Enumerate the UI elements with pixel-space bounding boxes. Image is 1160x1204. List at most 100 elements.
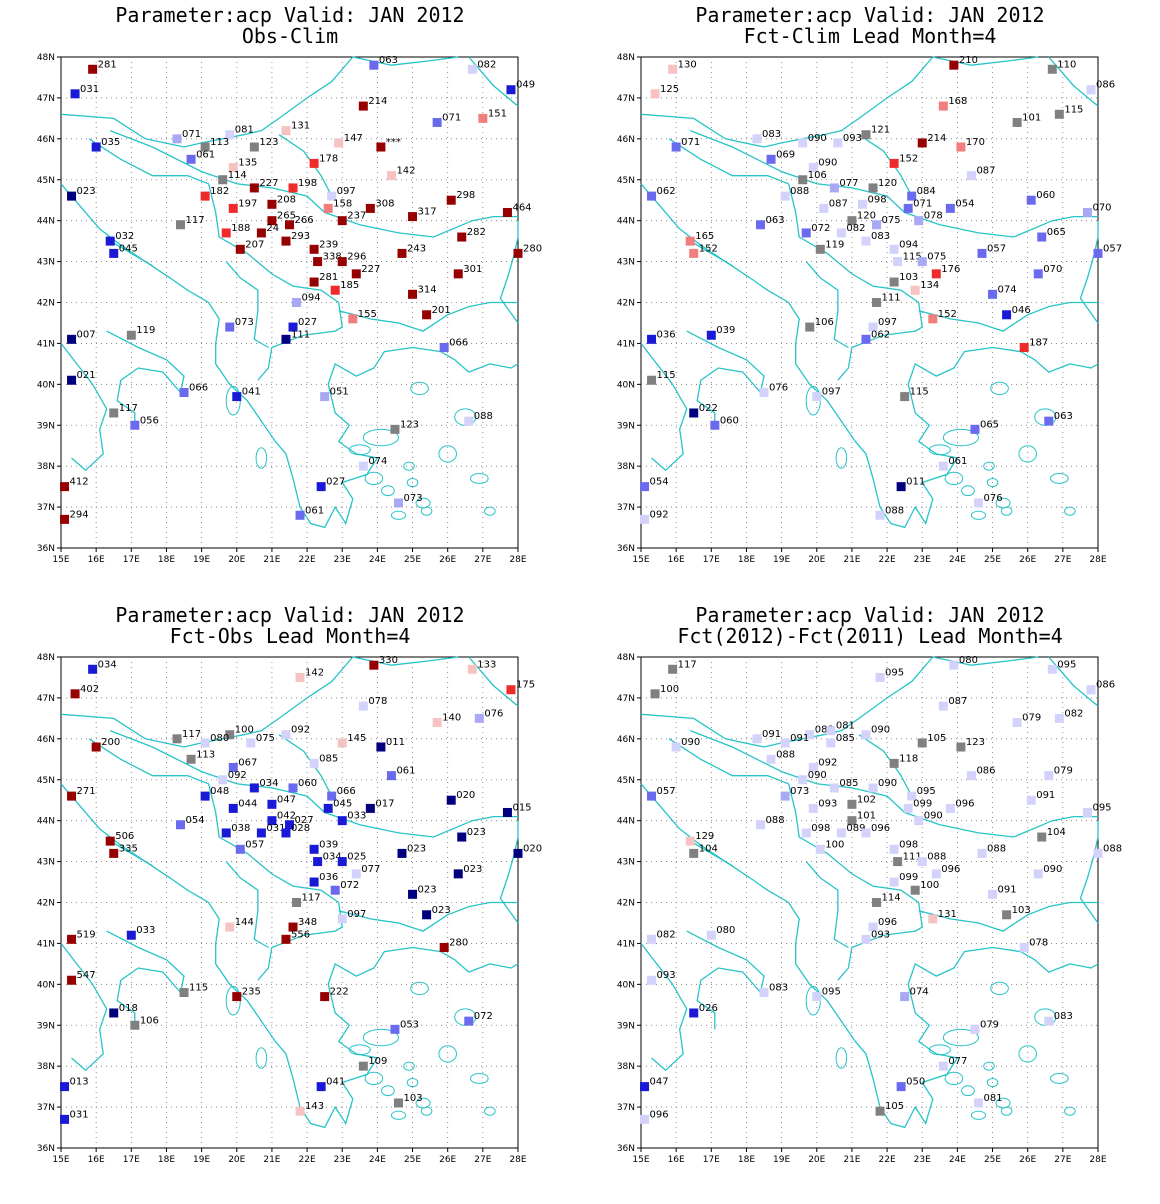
station-value-label: 072	[811, 223, 830, 234]
station-value-label: 071	[442, 112, 461, 123]
station-marker	[292, 298, 302, 307]
station-marker	[970, 424, 980, 434]
station-marker	[337, 914, 347, 924]
station-value-label: 123	[259, 137, 278, 148]
island-outline	[390, 510, 407, 520]
station-marker	[847, 799, 857, 809]
x-tick-label: 27E	[474, 555, 491, 565]
station-value-label: 106	[140, 1015, 159, 1026]
x-tick-label: 16E	[88, 555, 105, 565]
station-marker	[446, 795, 456, 805]
station-value-label: 077	[948, 1056, 967, 1067]
island-outline	[348, 444, 371, 456]
station-value-label: 042	[277, 811, 296, 822]
station-marker	[67, 334, 77, 344]
y-tick-label: 39N	[617, 1021, 635, 1031]
station-value-label: 266	[295, 215, 314, 226]
x-tick-label: 27E	[1054, 555, 1071, 565]
station-marker	[889, 277, 899, 287]
station-value-label: 083	[769, 983, 788, 994]
x-tick-label: 25E	[404, 1155, 421, 1165]
station-value-label: 115	[903, 252, 922, 263]
station-value-label: 028	[291, 823, 310, 834]
station-marker	[829, 183, 839, 193]
station-value-label: 062	[657, 186, 676, 197]
station-marker	[647, 375, 657, 385]
station-value-label: 027	[326, 477, 345, 488]
island-outline	[364, 471, 384, 486]
station-marker	[640, 514, 650, 524]
station-value-label: 071	[913, 198, 932, 209]
station-value-label: 051	[330, 387, 349, 398]
station-value-label: 035	[101, 137, 120, 148]
station-marker	[759, 988, 769, 998]
station-value-label: 027	[298, 317, 317, 328]
station-value-label: 281	[319, 272, 338, 283]
coastline	[60, 783, 519, 1129]
station-marker	[506, 85, 516, 95]
island-outline	[406, 1077, 419, 1088]
station-value-label: 294	[70, 509, 89, 520]
y-tick-label: 48N	[37, 53, 55, 63]
station-value-label: 090	[878, 778, 897, 789]
station-value-label: 069	[776, 149, 795, 160]
x-tick-label: 15E	[632, 555, 649, 565]
station-value-label: 106	[808, 170, 827, 181]
y-tick-label: 43N	[617, 258, 635, 268]
station-value-label: 208	[277, 194, 296, 205]
station-marker	[647, 334, 657, 344]
island-outline	[381, 485, 395, 497]
station-value-label: 033	[347, 811, 366, 822]
station-marker	[938, 101, 948, 111]
station-marker	[60, 1114, 70, 1124]
station-marker	[109, 248, 119, 258]
island-outline	[1050, 473, 1069, 484]
station-value-label: 24	[266, 223, 279, 234]
station-marker	[931, 269, 941, 279]
station-value-label: 131	[291, 121, 310, 132]
y-tick-label: 47N	[37, 94, 55, 104]
x-tick-label: 21E	[263, 555, 280, 565]
station-value-label: 092	[291, 725, 310, 736]
station-value-label: 133	[477, 659, 496, 670]
station-marker	[910, 885, 920, 895]
station-marker	[875, 510, 885, 520]
station-value-label: 091	[998, 884, 1017, 895]
station-value-label: 090	[924, 811, 943, 822]
station-value-label: 114	[882, 893, 901, 904]
station-value-label: 057	[657, 786, 676, 797]
island-outline	[255, 1047, 268, 1069]
station-value-label: 072	[340, 880, 359, 891]
station-marker	[872, 898, 882, 907]
station-marker	[647, 791, 657, 801]
station-value-label: 079	[1054, 766, 1073, 777]
station-marker	[228, 762, 238, 772]
x-tick-label: 22E	[299, 555, 316, 565]
coastline	[106, 330, 185, 430]
station-value-label: 095	[1092, 802, 1111, 813]
station-value-label: 018	[119, 1003, 138, 1014]
station-value-label: 117	[302, 893, 321, 904]
station-value-label: 227	[361, 264, 380, 275]
station-value-label: 117	[186, 215, 205, 226]
station-marker	[868, 322, 878, 332]
station-value-label: 101	[857, 811, 876, 822]
station-marker	[861, 934, 871, 944]
island-outline	[255, 447, 268, 469]
island-outline	[364, 1071, 384, 1086]
coastline	[1048, 656, 1099, 707]
island-outline	[410, 981, 429, 996]
station-value-label: 115	[657, 370, 676, 381]
station-value-label: 081	[983, 1093, 1002, 1104]
station-value-label: 188	[231, 223, 250, 234]
coastline	[640, 343, 688, 472]
station-value-label: 079	[980, 1019, 999, 1030]
station-marker	[309, 277, 319, 287]
coastline	[60, 943, 108, 1072]
panel-title: Parameter:acp Valid: JAN 2012	[115, 603, 465, 627]
station-value-label: 084	[917, 186, 936, 197]
station-value-label: 185	[340, 280, 359, 291]
x-tick-label: 19E	[773, 1155, 790, 1165]
x-tick-label: 22E	[879, 555, 896, 565]
island-outline	[348, 1044, 371, 1056]
